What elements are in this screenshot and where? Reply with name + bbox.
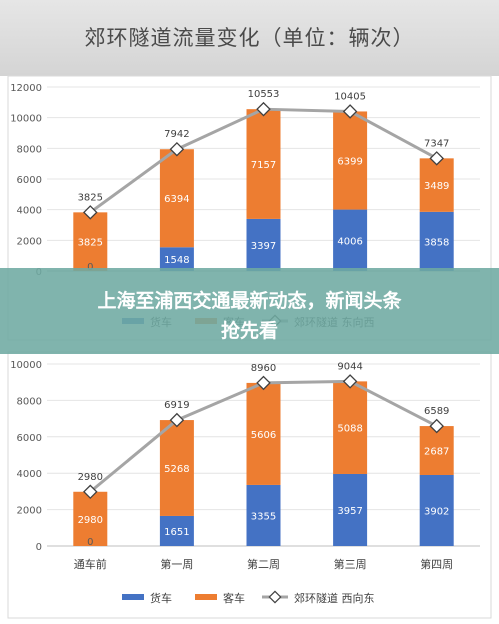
chart2-total-marker [169, 412, 185, 428]
chart2-y-tick-label: 10000 [10, 360, 42, 371]
chart1-bar-car [73, 212, 108, 271]
chart2-truck-value-label: 0 [87, 537, 93, 548]
chart1-bar-car [159, 149, 194, 248]
chart1-bar-car [419, 158, 454, 212]
chart1-car-value-label: 3489 [424, 181, 449, 192]
chart1-bar-truck [159, 247, 194, 271]
chart2-total-marker [342, 374, 358, 389]
chart2-legend-label-total: 郊环隧道 西向东 [294, 591, 375, 605]
chart1-car-value-label: 7157 [251, 160, 276, 171]
chart2-legend-marker-total [268, 590, 282, 604]
chart1-truck-value-label: 3397 [251, 241, 276, 252]
chart2-bar-car [73, 491, 108, 546]
chart1-total-marker [256, 101, 271, 117]
chart1-bar-truck [419, 211, 454, 271]
chart2-legend-swatch-car [195, 594, 217, 600]
chart2-legend-label-truck: 货车 [150, 591, 172, 605]
chart2-y-tick-label: 2000 [17, 506, 42, 517]
chart1-total-value-label: 3825 [78, 192, 103, 203]
chart2-car-value-label: 2980 [78, 515, 103, 526]
chart1-total-value-label: 7942 [164, 129, 189, 140]
chart2-truck-value-label: 3957 [337, 506, 362, 517]
chart2-total-value-label: 8960 [251, 363, 276, 374]
chart2-y-tick-label: 0 [36, 542, 42, 553]
page-title: 郊环隧道流量变化（单位：辆次） [84, 26, 415, 50]
chart2-car-value-label: 5088 [337, 424, 362, 435]
chart2-total-value-label: 2980 [78, 472, 103, 483]
chart2-total-marker [83, 484, 98, 500]
chart1-total-value-label: 10553 [248, 89, 280, 100]
chart1-y-tick-label: 6000 [17, 175, 42, 186]
chart1-total-value-label: 7347 [424, 138, 449, 149]
chart1-truck-value-label: 4006 [337, 236, 362, 247]
chart2-car-value-label: 2687 [424, 447, 449, 458]
chart2-truck-value-label: 3355 [251, 511, 276, 522]
chart1-total-marker [429, 151, 444, 166]
chart2-total-marker [256, 375, 271, 391]
chart2-legend-swatch-truck [122, 594, 144, 600]
chart2-bar-truck [159, 515, 194, 546]
headline-line-1[interactable]: 上海至浦西交通最新动态，新闻头条 [97, 290, 402, 312]
chart1-truck-value-label: 0 [87, 262, 93, 273]
chart2-total-value-label: 6589 [424, 406, 449, 417]
chart2-total-marker [429, 418, 444, 434]
chart2-car-value-label: 5606 [251, 430, 276, 441]
chart1-total-marker [169, 141, 185, 157]
chart1-y-tick-label: 2000 [17, 236, 42, 247]
headline-banner[interactable] [0, 268, 499, 354]
chart2-category-label: 第四周 [420, 557, 453, 571]
chart2-y-tick-label: 6000 [17, 433, 42, 444]
chart2-legend-label-car: 客车 [223, 591, 245, 605]
chart2-bar-car [333, 381, 368, 474]
chart2-category-label: 第二周 [247, 557, 280, 571]
chart1-y-tick-label: 8000 [17, 144, 42, 155]
chart2-total-value-label: 9044 [337, 361, 362, 372]
chart2-category-label: 第三周 [334, 557, 367, 571]
chart2-truck-value-label: 3902 [424, 506, 449, 517]
chart1-car-value-label: 6394 [164, 194, 189, 205]
chart2-bar-truck [246, 484, 281, 546]
title-banner [0, 0, 499, 76]
chart2-truck-value-label: 1651 [164, 527, 189, 538]
chart2-total-value-label: 6919 [164, 400, 189, 411]
chart2-bar-car [246, 382, 281, 485]
chart2-bar-car [159, 420, 194, 516]
chart2-bar-car [419, 426, 454, 475]
chart2-category-label: 通车前 [74, 557, 107, 571]
chart1-car-value-label: 6399 [337, 157, 362, 168]
chart2-y-tick-label: 8000 [17, 396, 42, 407]
chart2-car-value-label: 5268 [164, 464, 189, 475]
headline-line-2[interactable]: 抢先看 [220, 320, 278, 342]
chart1-car-value-label: 3825 [78, 238, 103, 249]
chart1-total-marker [342, 104, 358, 119]
chart2-bar-truck [333, 473, 368, 546]
chart1-bar-car [333, 111, 368, 210]
chart1-y-tick-label: 4000 [17, 206, 42, 217]
chart1-y-tick-label: 12000 [10, 83, 42, 94]
chart2-y-tick-label: 4000 [17, 469, 42, 480]
chart1-bar-car [246, 109, 281, 219]
chart1-total-marker [83, 205, 98, 220]
chart1-bar-truck [333, 209, 368, 271]
chart1-total-value-label: 10405 [334, 91, 366, 102]
chart1-truck-value-label: 1548 [164, 255, 189, 266]
chart1-bar-truck [246, 218, 281, 271]
chart1-y-tick-label: 10000 [10, 114, 42, 125]
chart2-category-label: 第一周 [160, 557, 193, 571]
chart2-bar-truck [419, 474, 454, 546]
chart1-truck-value-label: 3858 [424, 237, 449, 248]
